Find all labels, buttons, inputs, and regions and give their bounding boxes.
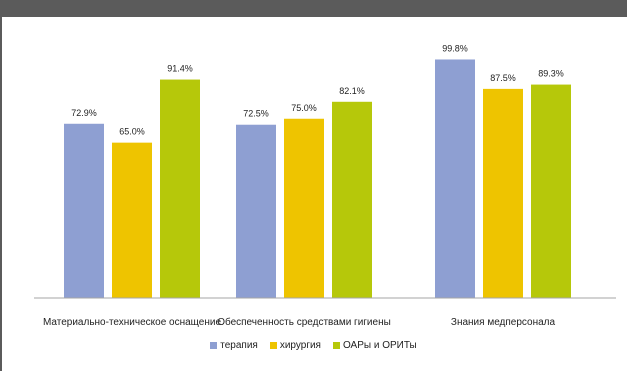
- legend-swatch-therapy: [210, 342, 218, 349]
- legend-label-therapy: терапия: [220, 340, 258, 351]
- value-label-icu-3: 89.3%: [538, 69, 564, 79]
- legend-swatch-icu: [332, 342, 340, 349]
- bar-therapy-2: [236, 124, 276, 298]
- legend-item-icu: ОАРы и ОРИТы: [332, 340, 417, 351]
- value-label-icu-1: 91.4%: [167, 64, 193, 74]
- value-label-surgery-2: 75.0%: [291, 103, 317, 113]
- bar-surgery-3: [483, 88, 523, 298]
- bar-icu-1: [160, 79, 200, 298]
- legend-item-therapy: терапия: [210, 340, 258, 351]
- window-top-border: [0, 0, 627, 17]
- value-label-therapy-3: 99.8%: [442, 43, 468, 53]
- value-label-therapy-1: 72.9%: [71, 108, 97, 118]
- value-label-surgery-1: 65.0%: [119, 127, 145, 137]
- x-axis-labels: Материально-техническое оснащениеОбеспеч…: [43, 316, 556, 328]
- value-label-surgery-3: 87.5%: [490, 73, 516, 83]
- bar-surgery-2: [284, 118, 324, 298]
- bar-therapy-1: [64, 123, 104, 298]
- bar-icu-3: [531, 84, 571, 298]
- legend-label-icu: ОАРы и ОРИТы: [342, 340, 417, 351]
- category-label-3: Знания медперсонала: [451, 317, 556, 328]
- category-label-2: Обеспеченность средствами гигиены: [217, 316, 391, 328]
- bar-therapy-3: [435, 59, 475, 299]
- legend-label-surgery: хирургия: [279, 340, 321, 351]
- value-label-therapy-2: 72.5%: [243, 109, 269, 119]
- window-left-border: [0, 0, 2, 371]
- legend-swatch-surgery: [269, 342, 277, 349]
- category-label-1: Материально-техническое оснащение: [43, 317, 221, 328]
- bars-group: [64, 59, 571, 299]
- bar-surgery-1: [112, 142, 152, 298]
- legend-item-surgery: хирургия: [269, 340, 321, 351]
- legend: терапия хирургия ОАРы и ОРИТы: [0, 340, 627, 351]
- value-labels: 72.9% 65.0% 91.4% 72.5% 75.0% 82.1% 99.8% 87.5%…: [71, 43, 564, 136]
- value-label-icu-2: 82.1%: [339, 86, 365, 96]
- bar-icu-2: [332, 101, 372, 298]
